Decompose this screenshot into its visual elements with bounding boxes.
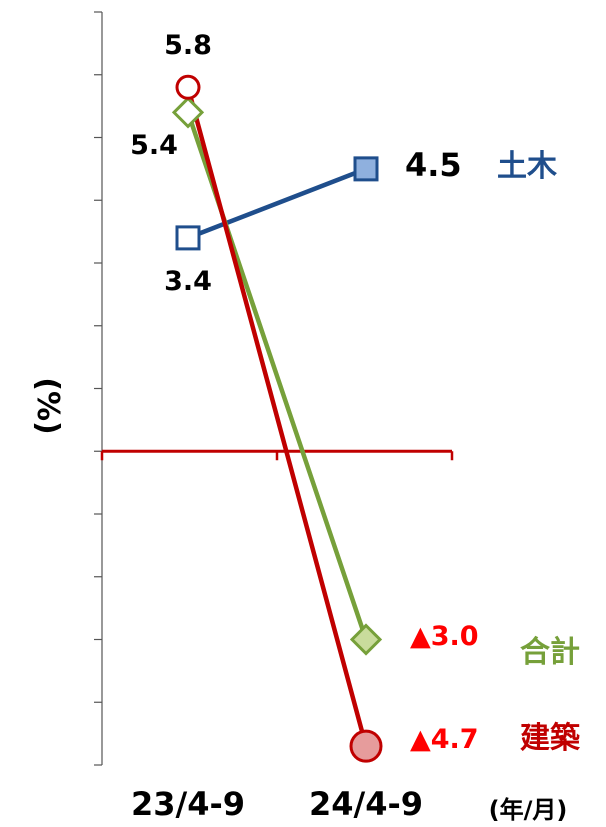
series-markers (171, 74, 383, 763)
chart-axes (94, 11, 454, 766)
value-label-0-0: 3.4 (164, 266, 212, 297)
value-label-1-1: ▲3.0 (410, 621, 479, 652)
marker-0-0 (175, 225, 201, 251)
series-name-0: 土木 (497, 149, 557, 184)
marker-1-1 (349, 623, 383, 656)
value-label-2-1: ▲4.7 (410, 724, 479, 755)
marker-0-1 (353, 156, 379, 182)
chart-labels: (%) 23/4-9 24/4-9 (年/月) 3.4 4.5 5.4 ▲3.0 5.8 ▲4.7… (30, 30, 581, 824)
value-label-1-0: 5.4 (130, 130, 178, 161)
value-label-2-0: 5.8 (164, 30, 212, 61)
series-name-1: 合計 (520, 635, 580, 670)
series-lines (185, 85, 369, 749)
marker-2-1 (349, 729, 383, 763)
x-tick-label: 23/4-9 (131, 785, 245, 823)
x-tick-label: 24/4-9 (309, 785, 423, 823)
x-axis-unit: (年/月) (489, 796, 568, 824)
value-label-0-1: 4.5 (405, 146, 462, 184)
y-axis-label: (%) (30, 377, 65, 434)
marker-2-0 (175, 74, 201, 100)
series-line-2 (185, 85, 369, 749)
marker-1-0 (171, 96, 205, 129)
series-name-2: 建築 (520, 721, 581, 756)
series-line-0 (185, 166, 369, 241)
